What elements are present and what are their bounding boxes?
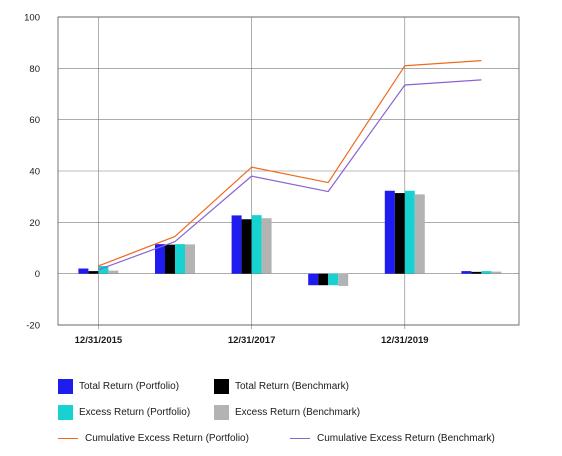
bar-excess-return-benchmark <box>261 218 272 274</box>
legend-item-excess-return-portfolio: Excess Return (Portfolio) <box>58 402 190 422</box>
legend-label-total-return-portfolio: Total Return (Portfolio) <box>79 380 180 392</box>
bar-total-return-portfolio <box>384 190 395 274</box>
legend-swatch-total-return-portfolio <box>58 378 73 394</box>
legend-item-cumulative-excess-benchmark: Cumulative Excess Return (Benchmark) <box>290 428 495 448</box>
y-tick-label: -20 <box>26 321 40 332</box>
legend-label-excess-return-portfolio: Excess Return (Portfolio) <box>79 406 191 418</box>
bar-excess-return-benchmark <box>108 270 119 274</box>
bar-excess-return-benchmark <box>414 194 425 274</box>
legend-label-cumulative-excess-portfolio: Cumulative Excess Return (Portfolio) <box>85 432 249 444</box>
y-tick-label: 100 <box>24 13 40 24</box>
bar-total-return-benchmark <box>471 271 482 274</box>
y-tick-label: 40 <box>29 167 40 178</box>
y-tick-label: 60 <box>29 115 40 126</box>
legend-item-excess-return-benchmark: Excess Return (Benchmark) <box>214 402 360 422</box>
bar-total-return-benchmark <box>88 271 99 274</box>
legend-item-total-return-benchmark: Total Return (Benchmark) <box>214 376 349 396</box>
x-tick-label: 12/31/2019 <box>381 335 429 346</box>
bar-series-group <box>78 190 502 286</box>
legend-label-excess-return-benchmark: Excess Return (Benchmark) <box>235 406 361 418</box>
bar-excess-return-portfolio <box>175 244 185 274</box>
bar-total-return-benchmark <box>394 193 405 274</box>
line-cumulative-excess-return-portfolio <box>98 60 482 267</box>
y-tick-label: 0 <box>35 269 40 280</box>
bar-total-return-portfolio <box>308 273 319 286</box>
bar-excess-return-benchmark <box>491 271 502 274</box>
grid-lines <box>58 16 519 329</box>
plot-border <box>57 16 520 326</box>
chart-legend: Total Return (Portfolio) Total Return (B… <box>58 376 558 454</box>
legend-swatch-excess-return-benchmark <box>214 404 229 420</box>
y-tick-labels: -20 0 20 40 60 80 100 <box>24 13 40 332</box>
legend-swatch-excess-return-portfolio <box>58 404 73 420</box>
legend-label-cumulative-excess-benchmark: Cumulative Excess Return (Benchmark) <box>317 432 495 444</box>
bar-total-return-benchmark <box>165 244 175 274</box>
y-tick-label: 80 <box>29 64 40 75</box>
line-cumulative-excess-return-benchmark <box>98 79 482 271</box>
bar-total-return-benchmark <box>318 273 329 286</box>
x-tick-label: 12/31/2017 <box>228 335 276 346</box>
x-tick-label: 12/31/2015 <box>75 335 123 346</box>
legend-label-total-return-benchmark: Total Return (Benchmark) <box>235 380 349 392</box>
bar-excess-return-benchmark <box>338 273 349 286</box>
line-series-group <box>98 60 482 271</box>
bar-excess-return-portfolio <box>328 273 339 286</box>
bar-excess-return-portfolio <box>251 215 262 274</box>
legend-swatch-total-return-benchmark <box>214 378 229 394</box>
legend-item-cumulative-excess-portfolio: Cumulative Excess Return (Portfolio) <box>58 428 249 448</box>
bar-excess-return-benchmark <box>185 244 195 274</box>
bar-excess-return-portfolio <box>98 265 109 274</box>
y-tick-label: 20 <box>29 218 40 229</box>
bar-total-return-portfolio <box>231 215 242 274</box>
legend-item-total-return-portfolio: Total Return (Portfolio) <box>58 376 179 396</box>
x-tick-labels: 12/31/2015 12/31/2017 12/31/2019 <box>75 335 429 346</box>
legend-line-cumulative-excess-portfolio <box>58 437 78 439</box>
bar-total-return-portfolio <box>461 271 472 274</box>
bar-total-return-portfolio <box>155 244 165 274</box>
bar-excess-return-portfolio <box>481 271 492 274</box>
legend-line-cumulative-excess-benchmark <box>290 437 310 439</box>
bar-total-return-portfolio <box>78 268 89 274</box>
bar-total-return-benchmark <box>241 219 252 274</box>
bar-excess-return-portfolio <box>404 190 415 274</box>
